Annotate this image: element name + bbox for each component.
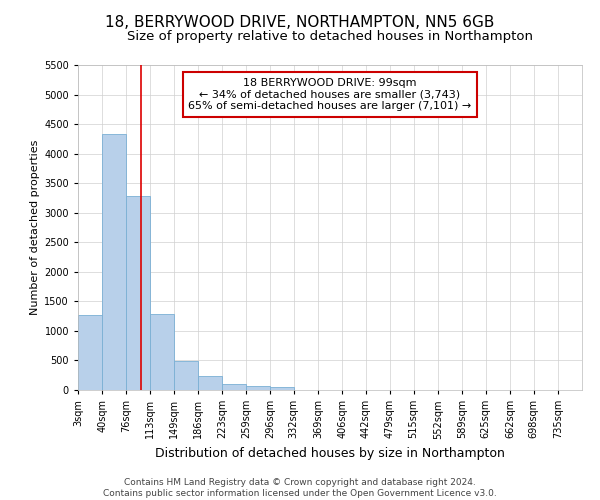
Bar bbox=[150, 314, 175, 390]
Bar bbox=[246, 386, 270, 390]
Bar bbox=[173, 361, 198, 390]
Y-axis label: Number of detached properties: Number of detached properties bbox=[30, 140, 40, 315]
Text: 18 BERRYWOOD DRIVE: 99sqm
← 34% of detached houses are smaller (3,743)
65% of se: 18 BERRYWOOD DRIVE: 99sqm ← 34% of detac… bbox=[188, 78, 472, 111]
Text: Contains HM Land Registry data © Crown copyright and database right 2024.
Contai: Contains HM Land Registry data © Crown c… bbox=[103, 478, 497, 498]
Bar bbox=[198, 376, 222, 390]
Bar bbox=[102, 134, 127, 390]
Title: Size of property relative to detached houses in Northampton: Size of property relative to detached ho… bbox=[127, 30, 533, 43]
Text: 18, BERRYWOOD DRIVE, NORTHAMPTON, NN5 6GB: 18, BERRYWOOD DRIVE, NORTHAMPTON, NN5 6G… bbox=[106, 15, 494, 30]
Bar bbox=[126, 196, 150, 390]
X-axis label: Distribution of detached houses by size in Northampton: Distribution of detached houses by size … bbox=[155, 447, 505, 460]
Bar bbox=[222, 384, 247, 390]
Bar bbox=[78, 315, 102, 390]
Bar bbox=[270, 387, 294, 390]
